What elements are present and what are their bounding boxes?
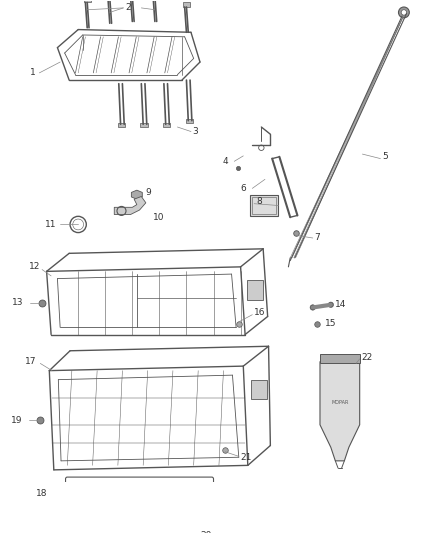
Bar [183, 3, 190, 7]
Bar [247, 280, 263, 300]
Text: 3: 3 [193, 127, 198, 136]
Text: 4: 4 [223, 157, 228, 166]
Circle shape [399, 7, 410, 18]
Text: 15: 15 [325, 319, 336, 328]
Text: 2: 2 [125, 3, 131, 12]
Text: 18: 18 [36, 489, 47, 498]
Bar [252, 197, 276, 214]
Polygon shape [131, 190, 142, 199]
Text: 12: 12 [28, 262, 40, 271]
Text: 22: 22 [361, 353, 373, 361]
Text: MOPAR: MOPAR [331, 400, 349, 405]
Polygon shape [320, 361, 360, 461]
Circle shape [310, 305, 315, 310]
Text: 16: 16 [254, 309, 265, 317]
Bar [118, 123, 125, 127]
Bar [163, 123, 170, 127]
Text: 5: 5 [382, 152, 388, 161]
Text: 7: 7 [314, 233, 320, 243]
Polygon shape [114, 197, 146, 215]
Bar [186, 119, 193, 124]
Text: 13: 13 [12, 298, 24, 308]
Text: 10: 10 [153, 213, 165, 222]
Text: 1: 1 [30, 68, 36, 77]
Bar [251, 379, 267, 400]
Bar [84, 0, 91, 3]
Text: 8: 8 [256, 197, 261, 206]
Circle shape [328, 302, 333, 308]
Text: 14: 14 [336, 300, 347, 309]
Text: 9: 9 [146, 188, 152, 197]
Text: 17: 17 [25, 357, 36, 366]
Bar [320, 354, 360, 364]
Text: 11: 11 [45, 220, 57, 229]
Circle shape [401, 10, 406, 15]
Text: 21: 21 [240, 453, 252, 462]
Bar [250, 195, 279, 216]
Text: 20: 20 [200, 531, 212, 533]
Bar [141, 123, 148, 127]
Text: 19: 19 [11, 416, 22, 425]
Text: 6: 6 [240, 184, 246, 193]
